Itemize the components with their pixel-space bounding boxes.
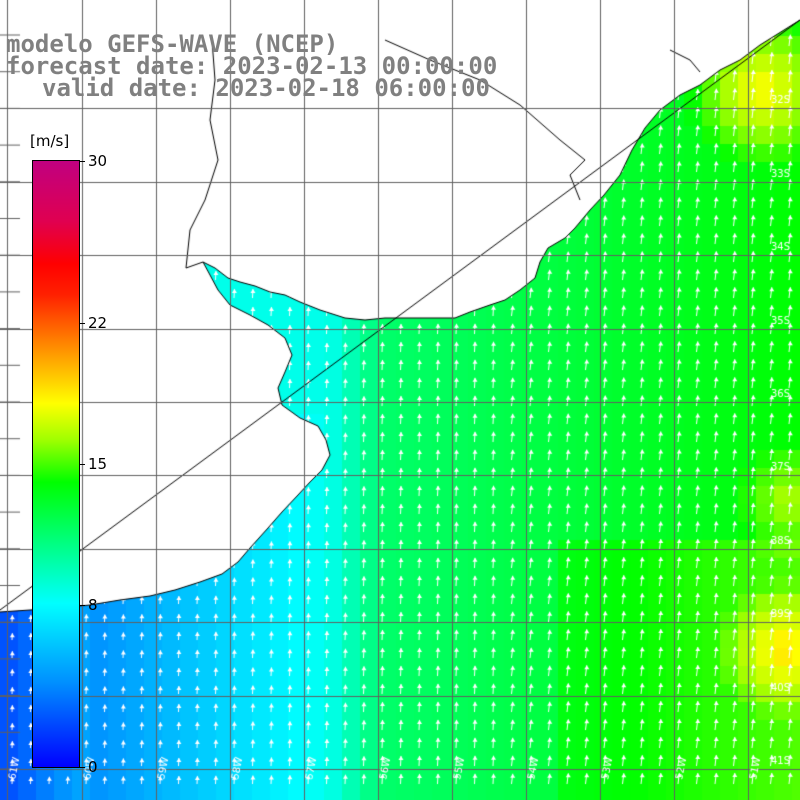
model-title: modelo GEFS-WAVE (NCEP): [6, 30, 339, 58]
colorbar-tick-label: 8: [88, 596, 98, 615]
forecast-date-label: forecast date: 2023-02-13 00:00:00: [6, 52, 498, 80]
colorbar-unit-label: [m/s]: [30, 132, 70, 150]
colorbar: [32, 160, 80, 768]
colorbar-tick-label: 15: [88, 455, 108, 473]
colorbar-tick-mark: [79, 605, 85, 607]
colorbar-tick-label: 22: [88, 313, 108, 332]
colorbar-tick-label: 0: [88, 758, 98, 776]
colorbar-tick-mark: [79, 322, 85, 324]
colorbar-tick-mark: [79, 161, 85, 162]
valid-date-label: valid date: 2023-02-18 06:00:00: [42, 74, 490, 102]
colorbar-tick-mark: [79, 767, 85, 768]
colorbar-tick-mark: [79, 464, 85, 465]
colorbar-tick-label: 30: [88, 152, 108, 170]
